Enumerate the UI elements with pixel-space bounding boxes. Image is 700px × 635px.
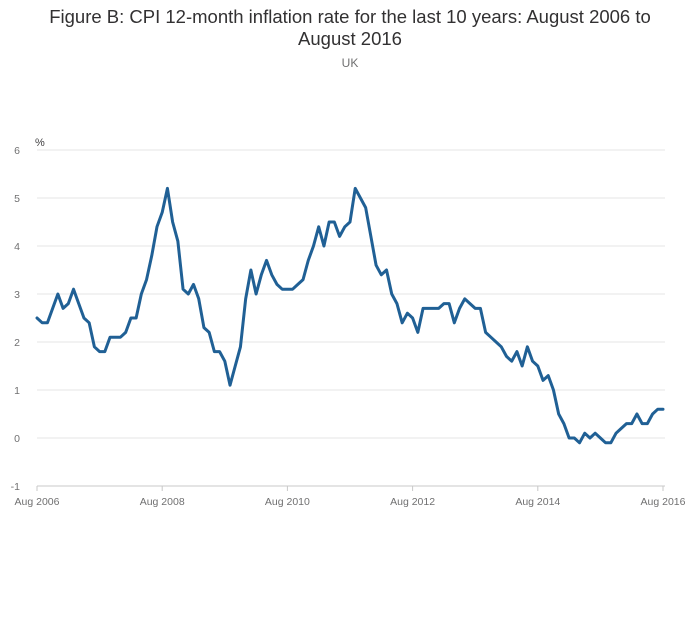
- series-group: [35, 186, 665, 445]
- y-tick-label: 5: [14, 193, 20, 205]
- y-axis-unit-label: %: [35, 137, 45, 149]
- x-tick-label: Aug 2008: [140, 496, 185, 508]
- y-tick-label: 1: [14, 385, 20, 397]
- y-tick-label: 6: [14, 145, 20, 157]
- y-axis-ticks: 6 5 4 3 2 1 0 -1: [11, 145, 21, 493]
- gridlines: [37, 149, 665, 487]
- x-tick-label: Aug 2006: [15, 496, 60, 508]
- x-tick-label: Aug 2012: [390, 496, 435, 508]
- x-tick-label: Aug 2010: [265, 496, 310, 508]
- chart-title: Figure B: CPI 12-month inflation rate fo…: [49, 6, 651, 49]
- x-tick-label: Aug 2016: [641, 496, 686, 508]
- y-tick-label: -1: [11, 481, 20, 493]
- x-tick-label: Aug 2014: [515, 496, 560, 508]
- y-tick-label: 2: [14, 337, 20, 349]
- series-line-cpi[interactable]: [35, 186, 665, 445]
- y-tick-label: 0: [14, 433, 20, 445]
- chart-subtitle: UK: [341, 56, 359, 70]
- y-tick-label: 4: [14, 241, 20, 253]
- x-axis-ticks: Aug 2006 Aug 2008 Aug 2010 Aug 2012 Aug 2014…: [15, 486, 686, 508]
- y-tick-label: 3: [14, 289, 20, 301]
